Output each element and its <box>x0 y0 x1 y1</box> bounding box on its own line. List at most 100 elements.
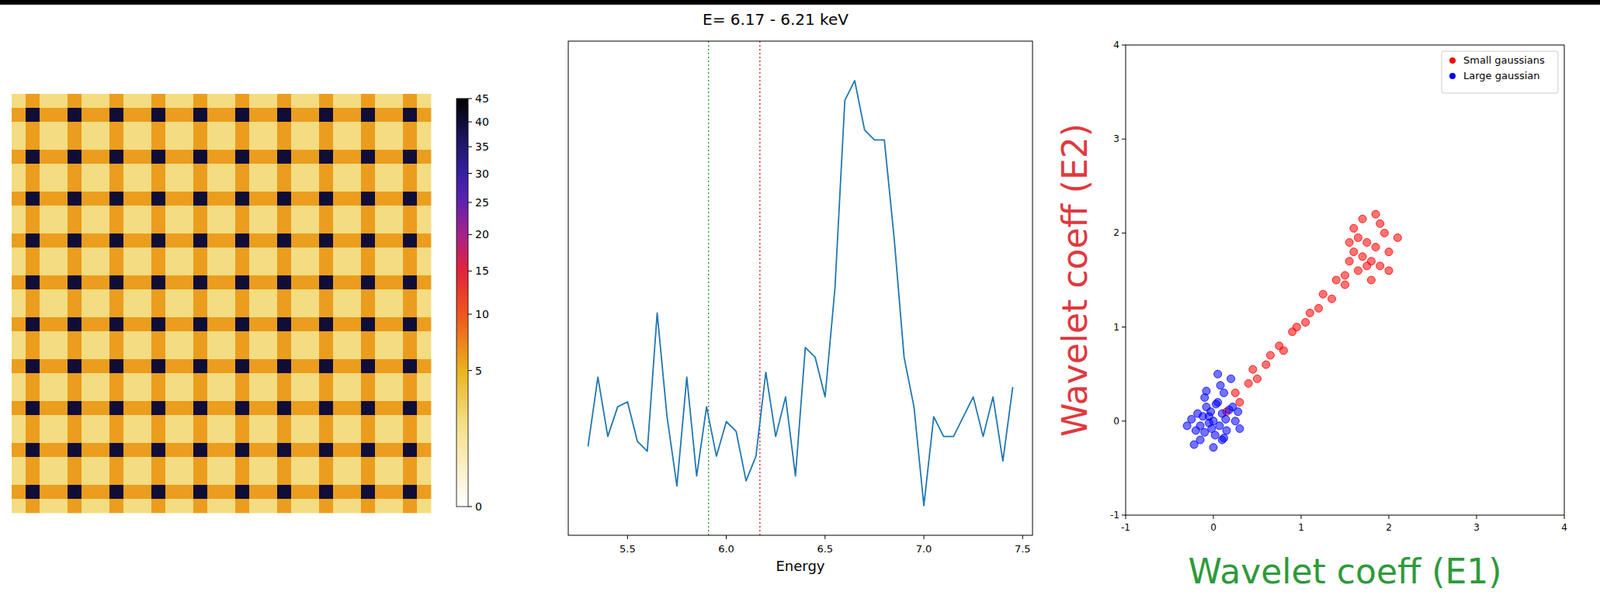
colorbar-tick <box>468 370 473 372</box>
x-tick-label: 2 <box>1385 522 1392 534</box>
heatmap-cell <box>333 149 348 164</box>
heatmap-cell <box>67 359 82 374</box>
heatmap-cell <box>221 485 236 500</box>
heatmap-cell <box>81 107 96 122</box>
heatmap-cell <box>360 401 375 416</box>
heatmap-cell <box>416 191 431 206</box>
heatmap-cell <box>123 457 138 472</box>
heatmap-cell <box>109 415 124 430</box>
heatmap-cell <box>39 289 54 304</box>
heatmap-cell <box>277 401 292 416</box>
heatmap-cell <box>109 275 124 290</box>
legend-marker <box>1449 72 1456 80</box>
heatmap-cell <box>95 261 110 276</box>
heatmap-cell <box>263 317 278 332</box>
scatter-point <box>1211 400 1220 409</box>
heatmap-cell <box>39 387 54 402</box>
heatmap-cell <box>305 359 320 374</box>
heatmap-cell <box>123 135 138 150</box>
heatmap-cell <box>319 317 334 332</box>
heatmap-cell <box>249 415 264 430</box>
heatmap-cell <box>207 485 222 500</box>
heatmap-cell <box>221 261 236 276</box>
scatter-point <box>1332 276 1340 285</box>
heatmap-cell <box>25 415 40 430</box>
heatmap-cell <box>123 345 138 360</box>
heatmap-cell <box>109 429 124 444</box>
heatmap-cell <box>263 485 278 500</box>
heatmap-cell <box>53 149 68 164</box>
scatter-point <box>1292 323 1301 332</box>
heatmap-cell <box>67 289 82 304</box>
heatmap-cell <box>81 331 96 346</box>
heatmap-cell <box>277 359 292 374</box>
heatmap-cell <box>402 233 417 248</box>
heatmap-cell <box>333 345 348 360</box>
heatmap-cell <box>39 429 54 444</box>
y-tick-label: 4 <box>1113 39 1120 51</box>
heatmap-cell <box>193 247 208 262</box>
heatmap-cell <box>249 163 264 178</box>
heatmap-cell <box>319 457 334 472</box>
heatmap-cell <box>165 205 180 220</box>
heatmap-cell <box>347 457 361 472</box>
heatmap-cell <box>291 275 306 290</box>
heatmap-cell <box>123 219 138 234</box>
heatmap-cell <box>165 261 180 276</box>
heatmap-cell <box>81 499 96 514</box>
heatmap-cell <box>319 163 334 178</box>
heatmap-cell <box>123 163 138 178</box>
heatmap-cell <box>95 415 110 430</box>
heatmap-cell <box>179 289 194 304</box>
heatmap-cell <box>263 149 278 164</box>
colorbar-tick-label: 0 <box>475 500 483 514</box>
heatmap-cell <box>249 331 264 346</box>
colorbar-tick-label: 25 <box>475 196 490 209</box>
heatmap-cell <box>137 289 152 304</box>
heatmap-cell <box>347 247 361 262</box>
scatter-point <box>1183 422 1191 431</box>
heatmap-cell <box>333 135 348 150</box>
heatmap-cell <box>95 457 110 472</box>
heatmap-cell <box>347 177 361 192</box>
heatmap-cell <box>374 149 389 164</box>
heatmap-cell <box>179 415 194 430</box>
x-axis-title: Wavelet coeff (E1) <box>1188 551 1503 592</box>
heatmap-cell <box>137 219 152 234</box>
heatmap-cell <box>319 191 334 206</box>
heatmap-cell <box>109 457 124 472</box>
heatmap-cell <box>263 345 278 360</box>
scatter-point <box>1204 413 1213 421</box>
heatmap-cell <box>291 177 306 192</box>
heatmap-cell <box>221 457 236 472</box>
heatmap-cell <box>53 415 68 430</box>
heatmap-cell <box>221 191 236 206</box>
heatmap-cell <box>123 485 138 500</box>
scatter-point <box>1363 262 1371 271</box>
heatmap-cell <box>53 443 68 458</box>
scatter-point <box>1341 281 1350 289</box>
heatmap-cell <box>360 261 375 276</box>
heatmap-cell <box>109 331 124 346</box>
heatmap-cell <box>25 485 40 500</box>
heatmap-cell <box>165 415 180 430</box>
heatmap-cell <box>109 205 124 220</box>
heatmap-cell <box>277 499 292 514</box>
heatmap-cell <box>53 191 68 206</box>
heatmap-cell <box>319 219 334 234</box>
heatmap-cell <box>39 191 54 206</box>
heatmap-cell <box>179 429 194 444</box>
heatmap-cell <box>39 261 54 276</box>
heatmap-cell <box>95 107 110 122</box>
heatmap-cell <box>207 289 222 304</box>
heatmap-cell <box>235 485 250 500</box>
heatmap-cell <box>81 387 96 402</box>
heatmap-cell <box>137 387 152 402</box>
heatmap-cell <box>123 401 138 416</box>
heatmap-cell <box>402 149 417 164</box>
scatter-point <box>1363 239 1371 247</box>
heatmap-cell <box>360 317 375 332</box>
scatter-point <box>1202 387 1211 396</box>
heatmap-cell <box>263 373 278 388</box>
heatmap-cell <box>416 275 431 290</box>
